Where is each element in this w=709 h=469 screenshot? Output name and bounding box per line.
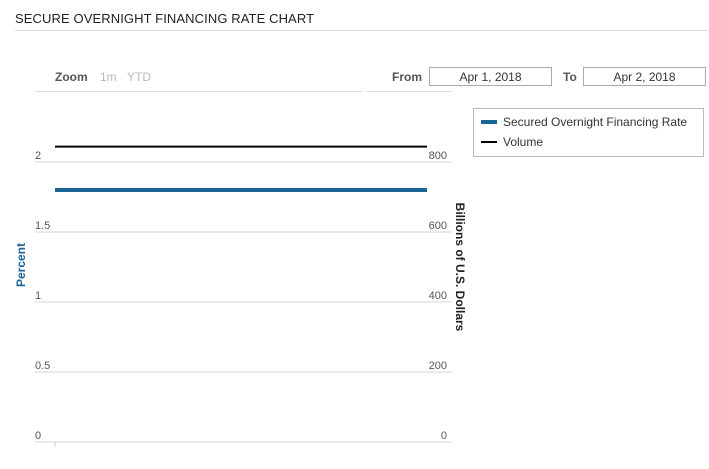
chart-title: SECURE OVERNIGHT FINANCING RATE CHART	[15, 11, 315, 26]
y-axis-left-title: Percent	[14, 242, 28, 288]
to-date-input[interactable]	[583, 67, 706, 86]
legend-swatch-sofr	[481, 120, 497, 124]
y-right-tick-label: 800	[429, 150, 447, 162]
y-axis-right-title: Billions of U.S. Dollars	[453, 202, 467, 332]
from-date-input[interactable]	[429, 67, 552, 86]
range-selector-divider-right	[367, 91, 452, 92]
y-left-tick-label: 0	[35, 430, 41, 442]
legend: Secured Overnight Financing Rate Volume	[473, 108, 704, 157]
y-left-tick-label: 2	[35, 150, 41, 162]
to-label: To	[563, 70, 577, 84]
legend-item-sofr[interactable]: Secured Overnight Financing Rate	[481, 115, 687, 129]
y-left-tick-label: 1.5	[35, 220, 50, 232]
title-divider	[15, 30, 708, 31]
zoom-label: Zoom	[55, 70, 88, 84]
y-right-tick-label: 600	[429, 220, 447, 232]
y-left-tick-label: 1	[35, 290, 41, 302]
y-right-tick-label: 200	[429, 360, 447, 372]
zoom-ytd-button[interactable]: YTD	[127, 70, 151, 84]
y-right-tick-label: 0	[441, 430, 447, 442]
from-label: From	[392, 70, 422, 84]
legend-label-volume: Volume	[503, 135, 544, 149]
legend-item-volume[interactable]: Volume	[481, 135, 543, 149]
legend-swatch-volume	[481, 141, 497, 143]
y-right-tick-label: 400	[429, 290, 447, 302]
legend-label-sofr: Secured Overnight Financing Rate	[503, 115, 688, 129]
y-left-tick-label: 0.5	[35, 360, 50, 372]
range-selector-divider-left	[35, 91, 363, 92]
zoom-1m-button[interactable]: 1m	[100, 70, 117, 84]
